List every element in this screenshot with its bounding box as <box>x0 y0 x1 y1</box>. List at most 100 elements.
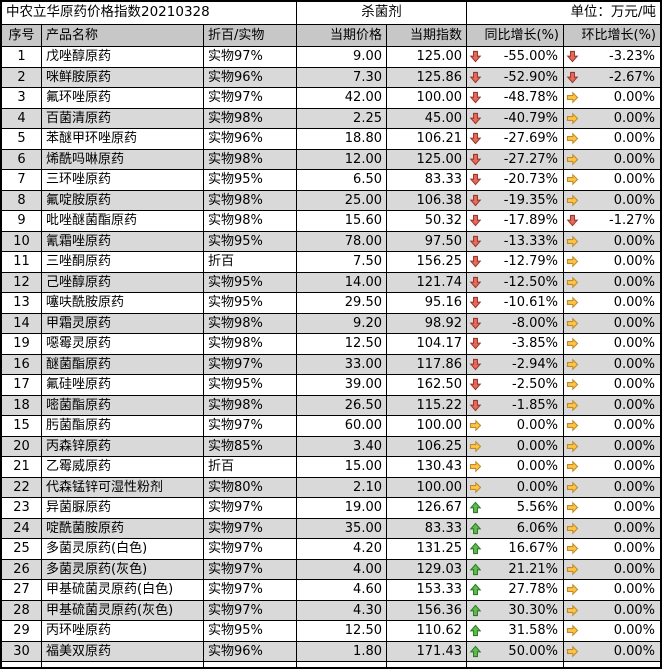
right-arrow-icon <box>469 460 482 473</box>
mom-value: 0.00% <box>613 397 655 413</box>
right-arrow-icon <box>566 501 579 514</box>
table-body: 1 戊唑醇原药 实物97% 9.00 125.00 -55.00% -3.23%… <box>2 47 660 662</box>
spec-cell: 实物95% <box>204 272 297 292</box>
price-cell: 42.00 <box>297 88 387 108</box>
row-no-cell: 15 <box>2 416 42 436</box>
index-cell: 117.86 <box>387 354 467 374</box>
mom-cell: 0.00% <box>564 416 660 436</box>
spec-cell: 实物98% <box>204 108 297 128</box>
table-row: 27 甲基硫菌灵原药(白色) 实物97% 4.60 153.33 27.78% … <box>2 580 660 601</box>
row-no-cell: 29 <box>2 621 42 641</box>
partial-next-row <box>2 662 660 667</box>
mom-value: 0.00% <box>613 172 655 188</box>
yoy-cell: -19.35% <box>467 190 564 210</box>
mom-value: 0.00% <box>613 520 655 536</box>
mom-cell: 0.00% <box>564 129 660 149</box>
spec-cell: 实物98% <box>204 149 297 169</box>
yoy-value: -10.61% <box>503 295 558 311</box>
yoy-cell: -8.00% <box>467 313 564 333</box>
row-no-cell: 20 <box>2 436 42 456</box>
right-arrow-icon <box>566 645 579 658</box>
table-row: 20 丙森锌原药 实物85% 3.40 106.25 0.00% 0.00% <box>2 436 660 457</box>
row-no-cell: 27 <box>2 580 42 600</box>
yoy-value: 16.67% <box>508 541 558 557</box>
mom-value: -1.27% <box>609 213 655 229</box>
mom-value: 0.00% <box>613 541 655 557</box>
down-arrow-icon <box>469 91 482 104</box>
row-no-cell: 24 <box>2 518 42 538</box>
yoy-value: 6.06% <box>516 520 558 536</box>
mom-cell: 0.00% <box>564 150 660 170</box>
up-arrow-icon <box>469 563 482 576</box>
index-cell: 98.92 <box>387 313 467 333</box>
product-name-cell: 噻呋酰胺原药 <box>42 293 204 313</box>
price-cell: 33.00 <box>297 354 387 374</box>
up-arrow-icon <box>469 645 482 658</box>
index-cell: 97.50 <box>387 231 467 251</box>
price-cell: 1.80 <box>297 641 387 661</box>
down-arrow-icon <box>469 296 482 309</box>
header-cell-yoy: 同比增长(%) <box>467 25 564 46</box>
right-arrow-icon <box>566 399 579 412</box>
table-row: 6 烯酰吗啉原药 实物98% 12.00 125.00 -27.27% 0.00… <box>2 149 660 170</box>
price-cell: 39.00 <box>297 375 387 395</box>
yoy-value: -52.90% <box>503 69 558 85</box>
spec-cell: 实物97% <box>204 580 297 600</box>
row-no-cell: 6 <box>2 149 42 169</box>
product-name-cell: 啶酰菌胺原药 <box>42 518 204 538</box>
mom-value: 0.00% <box>613 459 655 475</box>
index-cell: 153.33 <box>387 580 467 600</box>
table-row: 23 异菌脲原药 实物97% 19.00 126.67 5.56% 0.00% <box>2 498 660 519</box>
down-arrow-icon <box>469 50 482 63</box>
yoy-value: 30.30% <box>508 602 558 618</box>
table-row: 30 福美双原药 实物96% 1.80 171.43 50.00% 0.00% <box>2 641 660 662</box>
price-cell: 25.00 <box>297 190 387 210</box>
yoy-cell: -12.50% <box>467 272 564 292</box>
spec-cell: 实物97% <box>204 88 297 108</box>
mom-value: 0.00% <box>613 151 655 167</box>
header-cell-no: 序号 <box>2 25 42 46</box>
index-cell: 115.22 <box>387 395 467 415</box>
right-arrow-icon <box>566 91 579 104</box>
row-no-cell: 7 <box>2 170 42 190</box>
row-no-cell: 21 <box>2 457 42 477</box>
yoy-cell: -2.94% <box>467 354 564 374</box>
row-no-cell: 14 <box>2 313 42 333</box>
mom-cell: 0.00% <box>564 355 660 375</box>
right-arrow-icon <box>566 194 579 207</box>
price-cell: 3.40 <box>297 436 387 456</box>
price-cell: 6.50 <box>297 170 387 190</box>
row-no-cell: 25 <box>2 539 42 559</box>
price-cell: 12.50 <box>297 621 387 641</box>
table-row: 22 代森锰锌可湿性粉剂 实物80% 2.10 100.00 0.00% 0.0… <box>2 477 660 498</box>
yoy-cell: -1.85% <box>467 395 564 415</box>
mom-cell: 0.00% <box>564 109 660 129</box>
mom-value: 0.00% <box>613 336 655 352</box>
product-name-cell: 苯醚甲环唑原药 <box>42 129 204 149</box>
yoy-cell: 0.00% <box>467 457 564 477</box>
row-no-cell: 10 <box>2 231 42 251</box>
product-name-cell: 甲霜灵原药 <box>42 313 204 333</box>
yoy-value: 0.00% <box>516 418 558 434</box>
price-cell: 15.60 <box>297 211 387 231</box>
down-arrow-icon <box>566 71 579 84</box>
right-arrow-icon <box>566 604 579 617</box>
product-name-cell: 戊唑醇原药 <box>42 47 204 67</box>
yoy-value: -27.27% <box>503 151 558 167</box>
mom-cell: 0.00% <box>564 478 660 498</box>
row-no-cell: 3 <box>2 88 42 108</box>
spec-cell: 实物98% <box>204 190 297 210</box>
yoy-value: -2.94% <box>512 356 558 372</box>
product-name-cell: 吡唑醚菌酯原药 <box>42 211 204 231</box>
index-cell: 125.86 <box>387 67 467 87</box>
table-row: 18 嘧菌酯原药 实物98% 26.50 115.22 -1.85% 0.00% <box>2 395 660 416</box>
row-no-cell: 19 <box>2 334 42 354</box>
mom-value: 0.00% <box>613 233 655 249</box>
product-name-cell: 氟环唑原药 <box>42 88 204 108</box>
down-arrow-icon <box>469 276 482 289</box>
up-arrow-icon <box>469 583 482 596</box>
yoy-value: -27.69% <box>503 131 558 147</box>
yoy-value: -3.85% <box>512 336 558 352</box>
spec-cell: 实物98% <box>204 334 297 354</box>
price-cell: 4.60 <box>297 580 387 600</box>
